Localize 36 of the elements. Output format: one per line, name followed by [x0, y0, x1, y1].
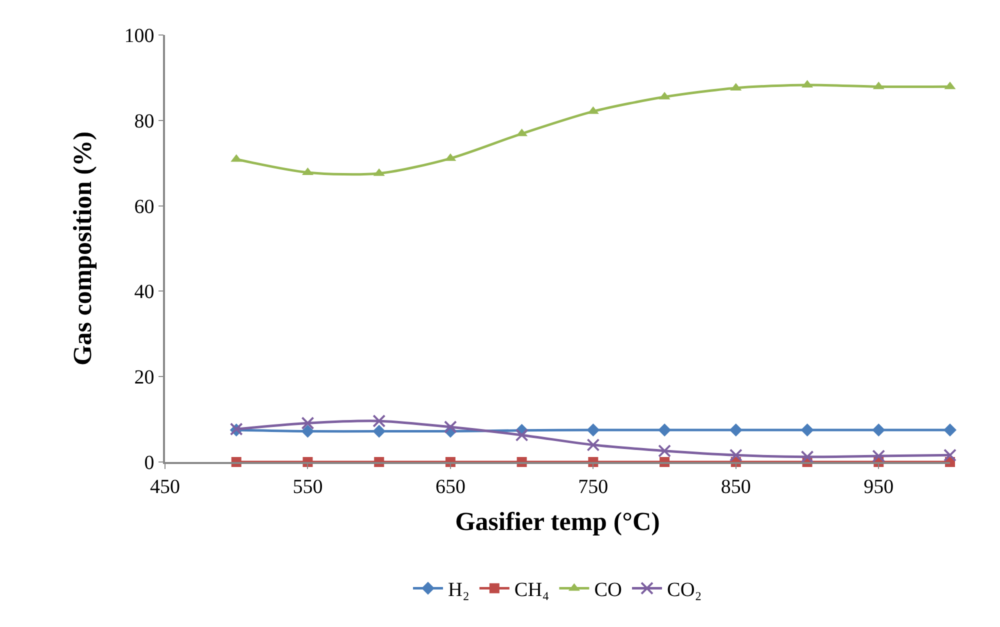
point — [301, 416, 314, 430]
point — [729, 448, 742, 462]
x-tick-label: 750 — [578, 476, 608, 498]
x-tick-label: 550 — [292, 476, 323, 498]
legend-label: H₂ — [448, 579, 470, 602]
point — [872, 450, 886, 463]
point — [372, 424, 386, 438]
point — [658, 444, 672, 458]
y-tick-label: 0 — [144, 452, 154, 474]
point — [800, 450, 814, 464]
y-tick-label: 100 — [124, 25, 154, 47]
point — [586, 438, 600, 452]
legend-label: CO₂ — [667, 579, 702, 602]
legend-label: CH₄ — [514, 579, 550, 602]
point — [586, 423, 600, 436]
point — [515, 428, 528, 442]
point — [944, 423, 956, 436]
point — [944, 448, 956, 462]
x-tick-label: 450 — [150, 476, 180, 498]
legend-label: CO — [594, 579, 622, 602]
x-tick-label: 650 — [435, 476, 466, 498]
y-tick-label: 60 — [134, 196, 154, 218]
y-axis-title: Gas composition (%) — [68, 132, 98, 366]
x-axis-title: Gasifier temp (°C) — [455, 506, 660, 536]
point — [372, 414, 386, 428]
point — [301, 424, 314, 438]
y-tick-label: 40 — [134, 281, 154, 304]
point — [800, 423, 814, 436]
point — [658, 423, 672, 436]
x-tick-label: 950 — [864, 476, 894, 498]
point — [444, 420, 457, 434]
point — [729, 423, 742, 436]
y-tick-label: 80 — [134, 110, 154, 132]
y-tick-label: 20 — [134, 366, 154, 389]
point — [872, 423, 886, 436]
x-tick-label: 850 — [720, 476, 751, 498]
